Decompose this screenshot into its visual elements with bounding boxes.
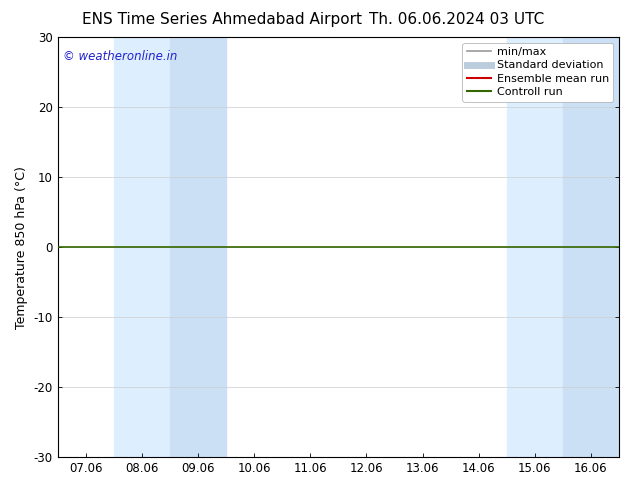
Text: ENS Time Series Ahmedabad Airport: ENS Time Series Ahmedabad Airport [82,12,362,27]
Bar [507,37,563,457]
Bar [170,37,226,457]
Text: Th. 06.06.2024 03 UTC: Th. 06.06.2024 03 UTC [369,12,544,27]
Text: © weatheronline.in: © weatheronline.in [63,50,178,63]
Bar [563,37,619,457]
Bar [113,37,170,457]
Y-axis label: Temperature 850 hPa (°C): Temperature 850 hPa (°C) [15,166,28,329]
Legend: min/max, Standard deviation, Ensemble mean run, Controll run: min/max, Standard deviation, Ensemble me… [462,43,614,101]
